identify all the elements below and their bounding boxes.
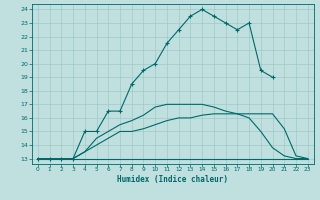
X-axis label: Humidex (Indice chaleur): Humidex (Indice chaleur)	[117, 175, 228, 184]
